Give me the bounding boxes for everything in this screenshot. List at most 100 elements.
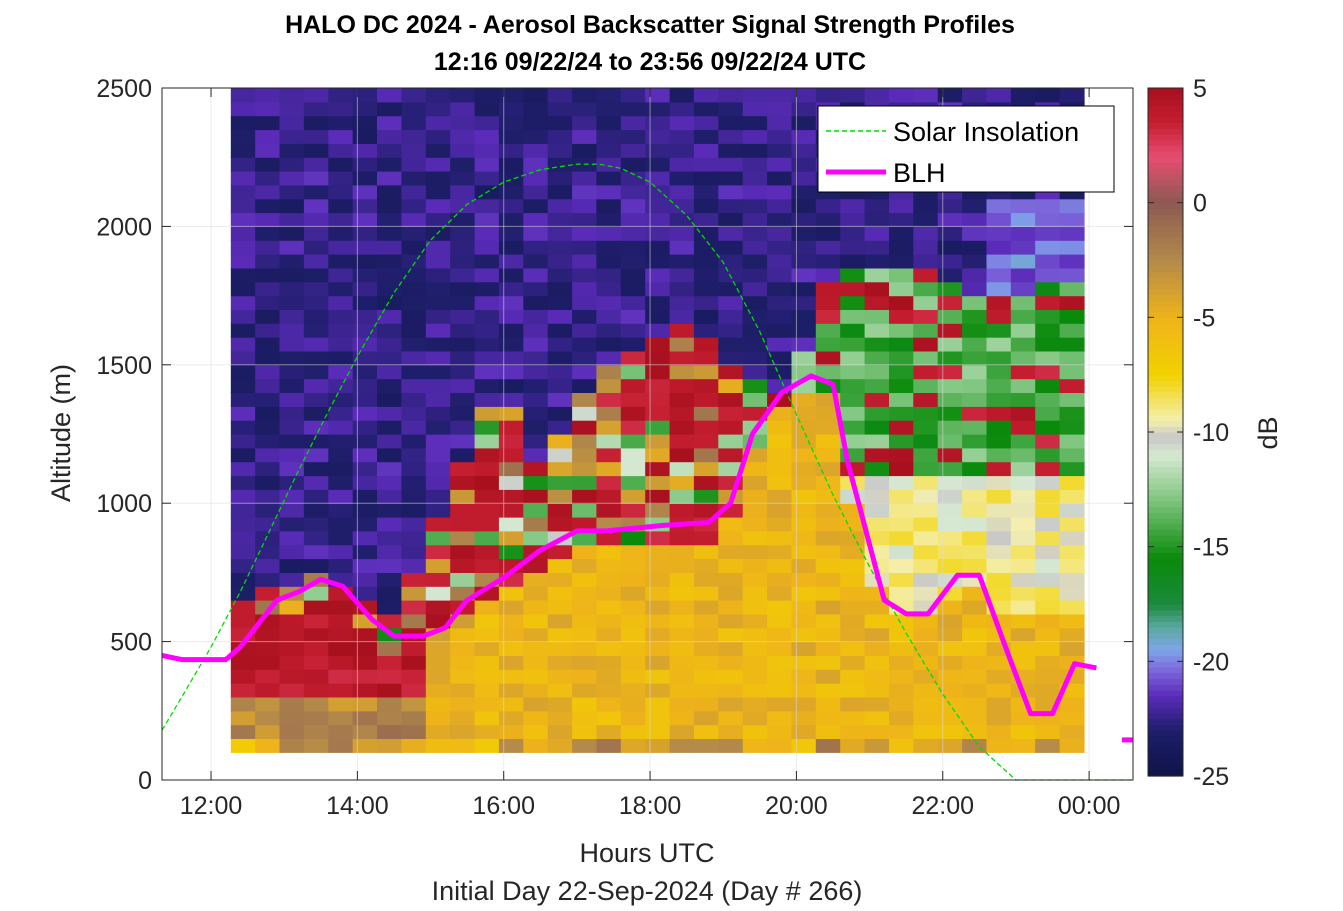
heatmap-cell (889, 226, 914, 241)
heatmap-cell (328, 530, 354, 546)
heatmap-cell (767, 364, 793, 380)
heatmap-cell (572, 627, 598, 643)
heatmap-cell (474, 406, 500, 421)
heatmap-cell (547, 697, 573, 712)
heatmap-cell (303, 558, 329, 573)
heatmap-cell (1035, 226, 1061, 241)
heatmap-cell (401, 586, 427, 601)
heatmap-cell (864, 503, 890, 518)
colorbar-segment (1148, 535, 1183, 542)
heatmap-cell (303, 475, 329, 490)
heatmap-cell (279, 129, 305, 144)
colorbar-segment (1148, 409, 1183, 416)
heatmap-cell (474, 157, 500, 172)
heatmap-cell (1059, 240, 1085, 255)
colorbar-segment (1148, 432, 1183, 439)
heatmap-cell (377, 115, 402, 131)
heatmap-cell (620, 240, 646, 255)
heatmap-cell (377, 447, 402, 463)
heatmap-cell (279, 115, 305, 131)
heatmap-cell (645, 392, 671, 407)
heatmap-cell (547, 627, 573, 643)
colorbar-segment (1148, 684, 1183, 691)
colorbar-segment (1148, 288, 1183, 295)
heatmap-cell (401, 406, 427, 421)
heatmap-cell (352, 337, 378, 352)
colorbar-segment (1148, 426, 1183, 433)
heatmap-cell (1035, 351, 1061, 366)
heatmap-cell (279, 503, 305, 518)
colorbar-tick-label: -15 (1193, 534, 1229, 562)
heatmap-cell (450, 337, 476, 352)
colorbar-segment (1148, 277, 1183, 284)
heatmap-cell (913, 724, 939, 739)
colorbar-segment (1148, 323, 1183, 330)
heatmap-cell (1059, 267, 1085, 283)
heatmap-cell (645, 267, 671, 283)
heatmap-cell (889, 517, 914, 532)
heatmap-cell (547, 406, 573, 421)
heatmap-cell (230, 710, 256, 726)
heatmap-cell (596, 337, 622, 352)
heatmap-cell (693, 143, 719, 158)
heatmap-cell (303, 198, 329, 214)
heatmap-cell (352, 254, 378, 269)
heatmap-cell (303, 392, 329, 407)
heatmap-cell (572, 517, 598, 532)
heatmap-cell (815, 267, 841, 283)
heatmap-cell (742, 129, 768, 144)
heatmap-cell (450, 115, 476, 131)
heatmap-cell (1035, 240, 1061, 255)
heatmap-cell (279, 738, 305, 753)
heatmap-cell (962, 434, 988, 449)
heatmap-cell (450, 530, 476, 546)
heatmap-cell (791, 157, 817, 172)
heatmap-cell (230, 157, 256, 172)
heatmap-cell (962, 406, 988, 421)
heatmap-cell (474, 129, 500, 144)
heatmap-cell (523, 254, 549, 269)
heatmap-cell (279, 710, 305, 726)
heatmap-cell (889, 669, 914, 684)
heatmap-cell (1059, 627, 1085, 643)
heatmap-cell (840, 267, 866, 283)
heatmap-cell (791, 683, 817, 698)
heatmap-cell (352, 171, 378, 186)
heatmap-cell (767, 267, 793, 283)
heatmap-cell (1035, 309, 1061, 324)
heatmap-cell (645, 669, 671, 684)
heatmap-cell (693, 544, 719, 560)
x-tick-label: 22:00 (911, 792, 974, 820)
heatmap-cell (669, 669, 695, 684)
heatmap-cell (425, 281, 451, 297)
heatmap-cell (255, 281, 281, 297)
heatmap-cell (815, 309, 841, 324)
y-tick-label: 1000 (96, 490, 152, 518)
heatmap-cell (572, 129, 598, 144)
heatmap-cell (840, 378, 866, 393)
heatmap-cell (230, 240, 256, 255)
heatmap-cell (352, 129, 378, 144)
heatmap-cell (572, 281, 598, 297)
heatmap-cell (377, 724, 402, 739)
heatmap-cell (401, 683, 427, 698)
heatmap-cell (401, 171, 427, 186)
heatmap-cell (401, 489, 427, 504)
colorbar-segment (1148, 391, 1183, 399)
heatmap-cell (547, 309, 573, 324)
heatmap-cell (815, 517, 841, 532)
heatmap-cell (937, 226, 963, 241)
heatmap-cell (474, 240, 500, 255)
heatmap-cell (913, 530, 939, 546)
heatmap-cell (889, 378, 914, 393)
heatmap-cell (450, 295, 476, 310)
heatmap-cell (303, 697, 329, 712)
colorbar-segment (1148, 311, 1183, 318)
heatmap-cell (1059, 323, 1085, 338)
heatmap-cell (937, 295, 963, 310)
heatmap-cell (328, 226, 354, 241)
heatmap-cell (693, 226, 719, 241)
heatmap-cell (889, 447, 914, 463)
heatmap-cell (498, 724, 524, 739)
heatmap-cell (840, 697, 866, 712)
